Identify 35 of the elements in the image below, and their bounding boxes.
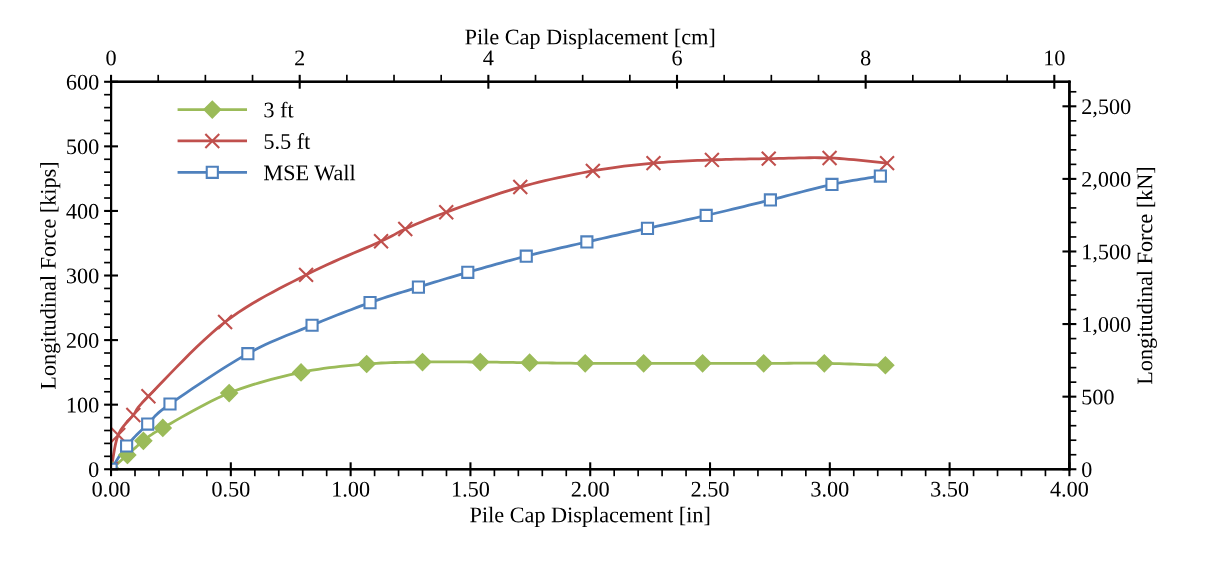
y-tick-label: 600 — [66, 74, 99, 90]
y2-tick-label: 500 — [1082, 389, 1114, 405]
y-tick-label: 300 — [66, 268, 99, 284]
x-tick-label: 0.00 — [92, 481, 130, 497]
legend-label: 3 ft — [264, 101, 294, 118]
x-axis-title: Pile Cap Displacement [in] — [470, 506, 710, 527]
x-tick-label: 3.50 — [931, 481, 969, 497]
x2-tick-label: 6 — [672, 50, 682, 66]
y2-tick-label: 0 — [1082, 462, 1092, 478]
x-tick-label: 2.00 — [571, 481, 609, 497]
y2-tick-label: 2,000 — [1082, 171, 1131, 191]
y2-axis-title: Longitudinal Force [kN] — [1136, 167, 1157, 385]
x2-tick-label: 4 — [483, 50, 494, 66]
y2-tick-label: 1,000 — [1083, 317, 1131, 336]
x-tick-label: 0.50 — [212, 481, 250, 497]
x2-axis-title: Pile Cap Displacement [cm] — [465, 28, 715, 49]
y-tick-label: 200 — [66, 333, 99, 349]
legend-label: 5.5 ft — [264, 133, 311, 150]
x-tick-label: 4.00 — [1050, 481, 1088, 497]
y-tick-label: 400 — [66, 203, 99, 219]
y-tick-label: 500 — [67, 139, 99, 155]
x-tick-label: 3.00 — [811, 481, 849, 497]
y2-tick-label: 2,500 — [1082, 99, 1131, 118]
x2-tick-label: 2 — [295, 50, 305, 66]
legend-label: MSE Wall — [264, 164, 356, 181]
y-axis-title: Longitudinal Force [kips] — [40, 162, 61, 390]
x2-tick-label: 0 — [106, 50, 116, 66]
x2-tick-label: 10 — [1045, 50, 1065, 66]
x-tick-label: 1.50 — [452, 481, 490, 497]
y-tick-label: 100 — [67, 397, 99, 413]
x2-tick-label: 8 — [860, 50, 871, 66]
x-tick-label: 1.00 — [333, 481, 370, 497]
x-tick-label: 2.50 — [691, 481, 729, 497]
y2-tick-label: 1,500 — [1083, 244, 1131, 263]
y-tick-label: 0 — [88, 462, 99, 478]
